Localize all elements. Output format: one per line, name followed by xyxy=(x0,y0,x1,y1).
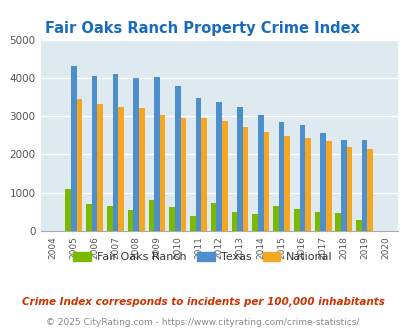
Bar xyxy=(139,108,144,231)
Bar xyxy=(346,147,352,231)
Bar xyxy=(201,118,207,231)
Bar xyxy=(133,78,139,231)
Bar xyxy=(340,140,346,231)
Bar xyxy=(293,209,299,231)
Bar xyxy=(367,149,372,231)
Bar xyxy=(92,76,97,231)
Legend: Fair Oaks Ranch, Texas, National: Fair Oaks Ranch, Texas, National xyxy=(69,248,336,267)
Bar xyxy=(284,136,289,231)
Bar xyxy=(128,210,133,231)
Bar xyxy=(263,132,269,231)
Bar xyxy=(299,125,305,231)
Bar xyxy=(154,77,159,231)
Text: Crime Index corresponds to incidents per 100,000 inhabitants: Crime Index corresponds to incidents per… xyxy=(21,297,384,307)
Bar xyxy=(361,140,367,231)
Bar xyxy=(314,212,320,231)
Bar xyxy=(273,206,278,231)
Bar xyxy=(231,212,237,231)
Bar xyxy=(195,98,201,231)
Bar xyxy=(71,66,77,231)
Bar xyxy=(257,115,263,231)
Bar xyxy=(97,104,103,231)
Bar xyxy=(107,206,112,231)
Text: © 2025 CityRating.com - https://www.cityrating.com/crime-statistics/: © 2025 CityRating.com - https://www.city… xyxy=(46,318,359,327)
Bar xyxy=(175,85,180,231)
Bar xyxy=(65,189,71,231)
Bar xyxy=(278,122,284,231)
Bar xyxy=(335,213,340,231)
Bar xyxy=(325,141,331,231)
Text: Fair Oaks Ranch Property Crime Index: Fair Oaks Ranch Property Crime Index xyxy=(45,21,360,36)
Bar xyxy=(355,219,361,231)
Bar xyxy=(118,107,124,231)
Bar xyxy=(159,115,165,231)
Bar xyxy=(242,127,248,231)
Bar xyxy=(180,118,185,231)
Bar xyxy=(148,200,154,231)
Bar xyxy=(252,214,257,231)
Bar xyxy=(210,203,216,231)
Bar xyxy=(237,107,242,231)
Bar xyxy=(86,204,92,231)
Bar xyxy=(320,133,325,231)
Bar xyxy=(216,102,222,231)
Bar xyxy=(222,121,227,231)
Bar xyxy=(305,138,310,231)
Bar xyxy=(190,216,195,231)
Bar xyxy=(77,99,82,231)
Bar xyxy=(169,207,175,231)
Bar xyxy=(112,74,118,231)
